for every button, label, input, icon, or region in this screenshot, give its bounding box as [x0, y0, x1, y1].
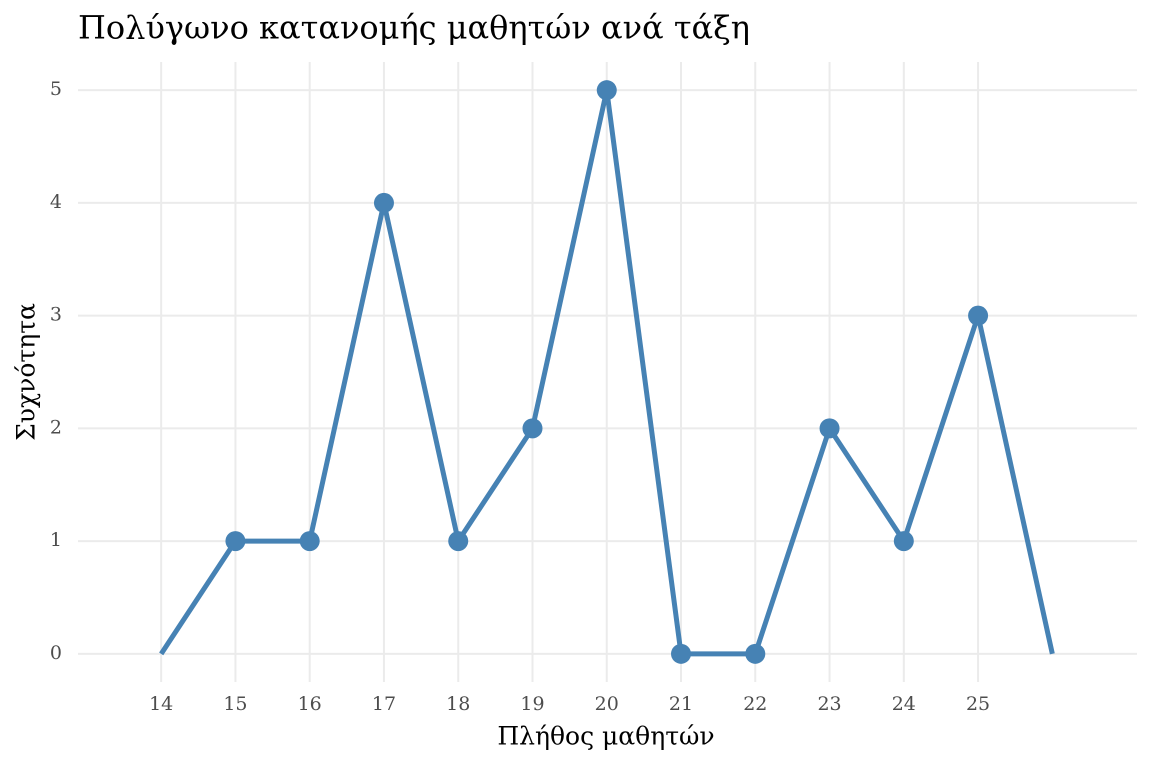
y-axis-title: Συχνότητα — [12, 303, 41, 441]
y-tick-label: 3 — [50, 304, 62, 326]
point — [373, 192, 394, 213]
point — [522, 418, 543, 439]
point — [671, 643, 692, 664]
x-tick-label: 20 — [595, 693, 619, 715]
x-tick-label: 22 — [743, 693, 767, 715]
y-tick-label: 4 — [50, 191, 62, 213]
x-tick-label: 24 — [892, 693, 916, 715]
y-tick-label: 0 — [50, 642, 62, 664]
x-tick-label: 17 — [372, 693, 396, 715]
x-tick-label: 16 — [298, 693, 322, 715]
point — [596, 80, 617, 101]
point — [448, 531, 469, 552]
x-tick-label: 25 — [966, 693, 990, 715]
point — [893, 531, 914, 552]
point — [225, 531, 246, 552]
x-axis-title: Πλήθος μαθητών — [497, 722, 714, 751]
x-tick-label: 23 — [817, 693, 841, 715]
x-tick-label: 18 — [446, 693, 470, 715]
x-tick-label: 21 — [669, 693, 693, 715]
y-tick-label: 1 — [50, 529, 62, 551]
y-tick-label: 2 — [50, 416, 62, 438]
point — [299, 531, 320, 552]
x-tick-label: 14 — [149, 693, 173, 715]
point — [745, 643, 766, 664]
point — [819, 418, 840, 439]
x-tick-label: 15 — [223, 693, 247, 715]
y-tick-label: 5 — [50, 78, 62, 100]
chart-title: Πολύγωνο κατανομής μαθητών ανά τάξη — [78, 9, 750, 47]
point — [968, 305, 989, 326]
x-tick-label: 19 — [520, 693, 544, 715]
